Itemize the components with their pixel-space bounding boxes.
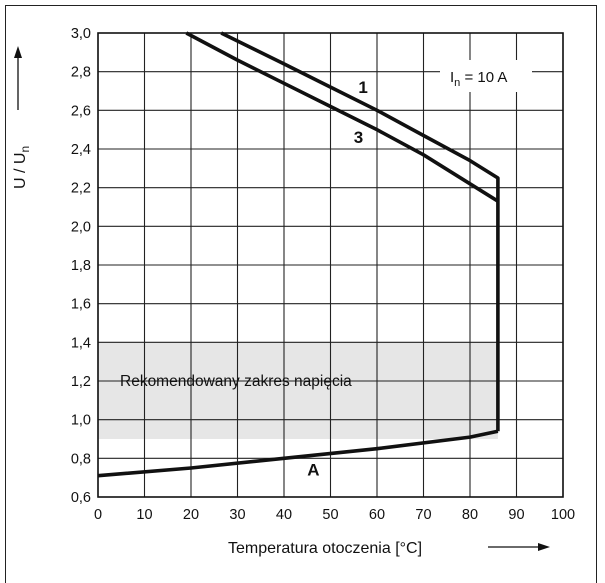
curve-label-A: A <box>307 461 319 480</box>
legend-box <box>440 60 532 92</box>
curve-label-3: 3 <box>354 128 363 147</box>
x-tick-label: 20 <box>183 507 199 523</box>
y-tick-label: 1,8 <box>71 258 91 274</box>
y-tick-label: 1,2 <box>71 374 91 390</box>
plot-border <box>97 32 564 498</box>
y-tick-label: 1,6 <box>71 297 91 313</box>
x-tick-label: 80 <box>462 507 478 523</box>
recommended-band <box>98 342 498 439</box>
series-A-line <box>97 429 499 478</box>
x-tick-label: 30 <box>229 507 245 523</box>
band-label: Rekomendowany zakres napięcia <box>120 373 352 390</box>
series-3-line <box>185 31 499 203</box>
x-tick-label: 50 <box>322 507 338 523</box>
legend-text: In = 10 A <box>450 69 507 89</box>
x-tick-label: 60 <box>369 507 385 523</box>
x-axis-arrowhead <box>538 543 550 551</box>
y-tick-label: 0,6 <box>71 490 91 506</box>
y-axis-arrowhead <box>14 46 22 58</box>
x-tick-label: 40 <box>276 507 292 523</box>
y-tick-label: 1,4 <box>71 335 91 351</box>
series-1-line <box>220 31 500 432</box>
y-axis-label: U / Un <box>12 146 32 189</box>
y-tick-label: 2,6 <box>71 103 91 119</box>
y-tick-label: 2,0 <box>71 219 91 235</box>
y-tick-label: 2,8 <box>71 65 91 81</box>
y-tick-label: 2,2 <box>71 181 91 197</box>
x-tick-label: 10 <box>136 507 152 523</box>
x-tick-label: 0 <box>94 507 102 523</box>
curve-label-1: 1 <box>358 78 367 97</box>
x-tick-label: 90 <box>508 507 524 523</box>
x-tick-label: 100 <box>551 507 575 523</box>
y-tick-label: 0,8 <box>71 451 91 467</box>
chart-frame <box>5 5 597 583</box>
y-tick-label: 1,0 <box>71 413 91 429</box>
y-tick-label: 3,0 <box>71 26 91 42</box>
x-tick-label: 70 <box>415 507 431 523</box>
y-tick-label: 2,4 <box>71 142 91 158</box>
x-axis-label: Temperatura otoczenia [°C] <box>228 540 422 557</box>
